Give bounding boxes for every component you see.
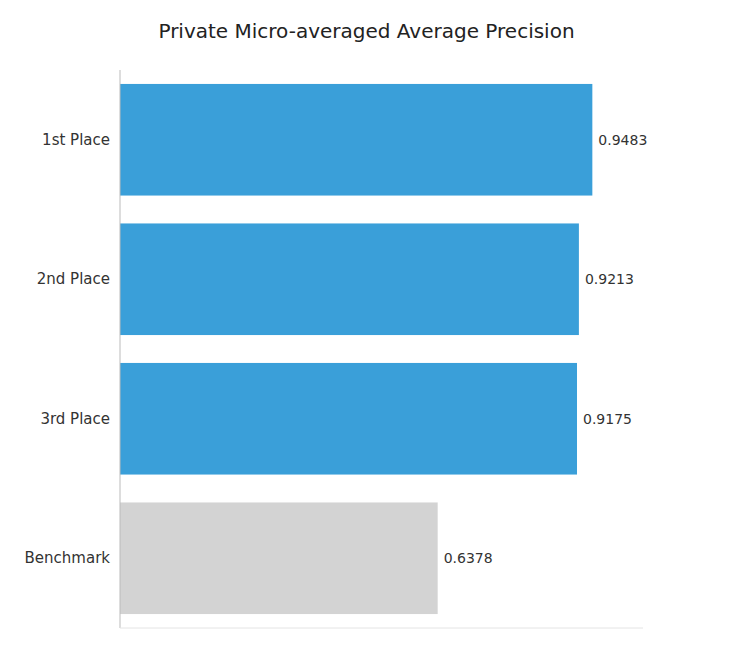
chart: Private Micro-averaged Average Precision… [0, 0, 733, 668]
data-label: 0.9213 [585, 271, 634, 287]
data-label: 0.9483 [598, 132, 647, 148]
y-axis-line [120, 70, 121, 628]
tick-label: Benchmark [25, 549, 111, 567]
title: Private Micro-averaged Average Precision [158, 19, 574, 43]
data-label: 0.9175 [583, 411, 632, 427]
tick-label: 1st Place [42, 131, 110, 149]
bar [120, 84, 592, 196]
data-label: 0.6378 [444, 550, 493, 566]
bar [120, 223, 579, 335]
page: {"chart_data": {"type": "bar", "orientat… [0, 0, 733, 668]
bars [120, 84, 592, 614]
bar [120, 363, 577, 475]
x-range-line [120, 628, 643, 629]
tick-label: 3rd Place [40, 410, 110, 428]
chart-container: Private Micro-averaged Average Precision… [0, 0, 733, 668]
bar [120, 502, 438, 614]
tick-label: 2nd Place [37, 270, 110, 288]
